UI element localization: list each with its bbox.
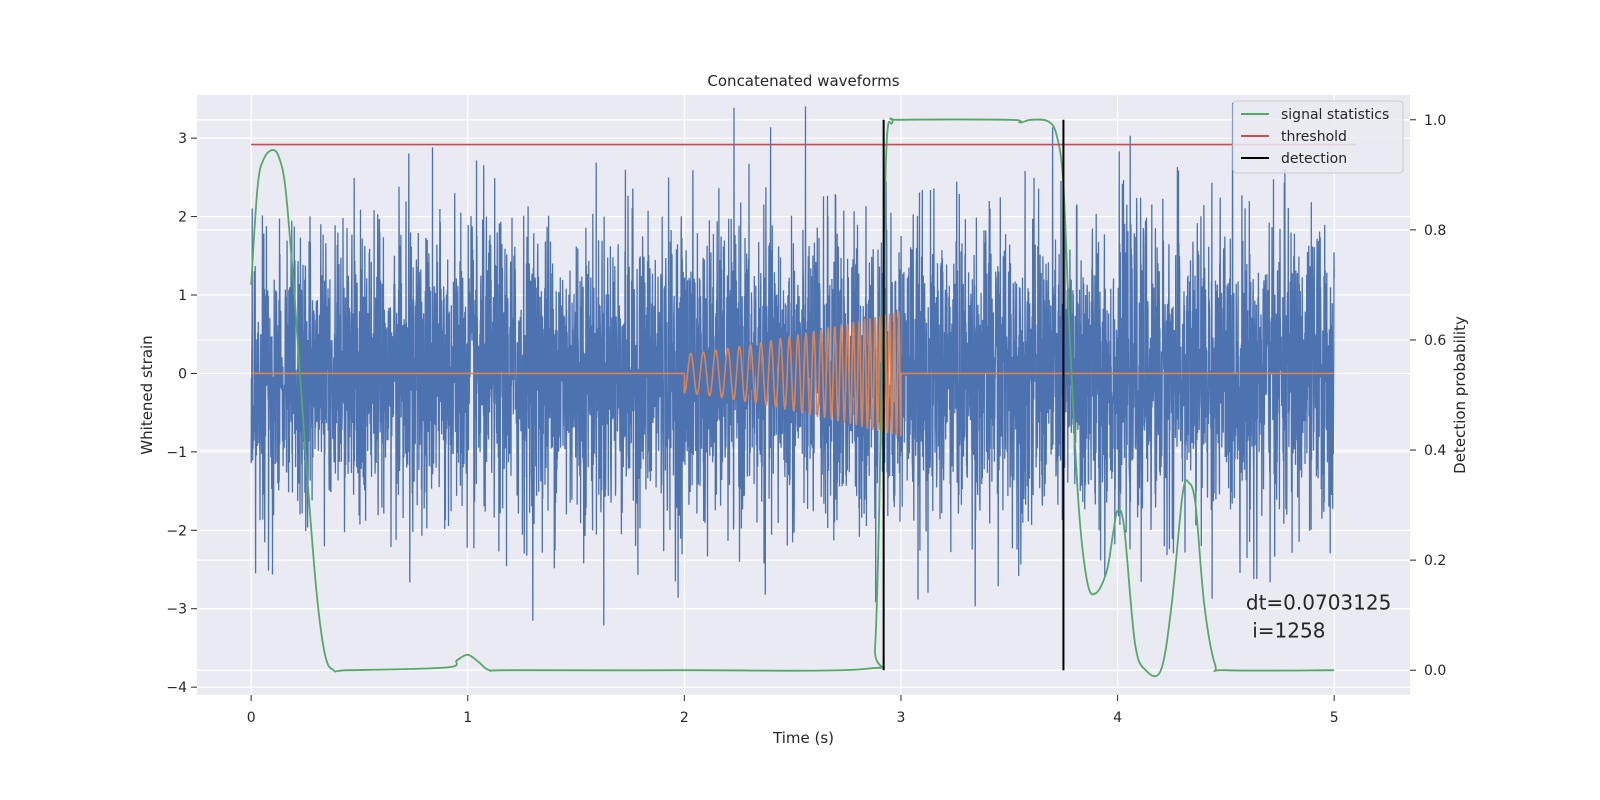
y2-tick-label: 1.0 — [1424, 113, 1446, 129]
y2-tick-label: 0.4 — [1424, 443, 1446, 459]
x-tick-label: 4 — [1113, 710, 1122, 726]
y2-tick-label: 0.6 — [1424, 333, 1446, 349]
left-axis: −4 −3 −2 −1 0 1 2 3 — [166, 131, 197, 696]
x-axis-label: Time (s) — [772, 729, 834, 747]
x-tick-label: 0 — [247, 710, 256, 726]
x-tick-label: 1 — [463, 710, 472, 726]
legend-box — [1232, 100, 1404, 174]
signal-statistics-series — [250, 117, 1335, 678]
y-tick-label: 3 — [178, 131, 187, 147]
y-tick-label: −1 — [166, 445, 187, 461]
y-tick-label: −4 — [166, 680, 187, 696]
right-axis: 0.0 0.2 0.4 0.6 0.8 1.0 — [1410, 113, 1446, 679]
x-tick-label: 2 — [680, 710, 689, 726]
noise-series — [250, 102, 1335, 626]
y-tick-label: 1 — [178, 288, 187, 304]
y2-axis-label: Detection probability — [1451, 316, 1469, 474]
y-tick-label: 0 — [178, 366, 187, 382]
y-tick-label: −3 — [166, 602, 187, 618]
y-tick-label: −2 — [166, 523, 187, 539]
y2-tick-label: 0.8 — [1424, 223, 1446, 239]
legend-label: threshold — [1281, 129, 1347, 145]
y-axis-label: Whitened strain — [138, 335, 156, 454]
data-layer — [250, 102, 1356, 678]
bottom-axis: 0 1 2 3 4 5 — [247, 695, 1339, 726]
waveform-series — [251, 311, 1335, 437]
legend-label: detection — [1281, 151, 1347, 167]
y2-tick-label: 0.2 — [1424, 553, 1446, 569]
legend-label: signal statistics — [1281, 107, 1389, 123]
chart-title: Concatenated waveforms — [707, 72, 899, 90]
y2-tick-label: 0.0 — [1424, 663, 1446, 679]
legend: signal statistics threshold detection — [1232, 100, 1404, 174]
annotation-dt: dt=0.0703125 — [1246, 591, 1391, 615]
y-tick-label: 2 — [178, 210, 187, 226]
x-tick-label: 5 — [1330, 710, 1339, 726]
x-tick-label: 3 — [897, 710, 906, 726]
annotation-i: i=1258 — [1246, 619, 1326, 643]
